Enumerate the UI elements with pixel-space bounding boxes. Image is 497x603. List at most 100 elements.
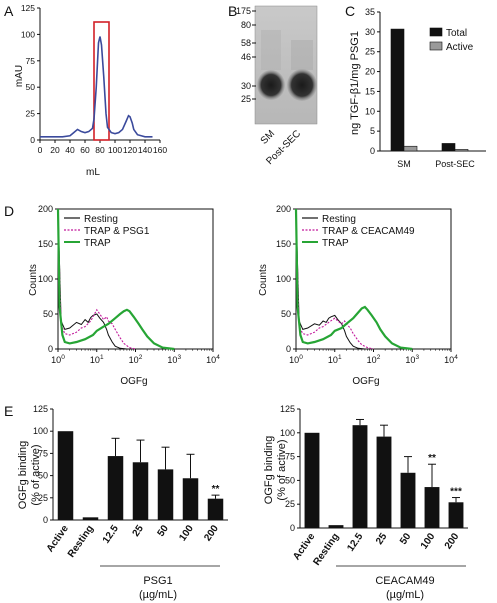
- panel-d-left-x-tick-label: 102: [129, 354, 143, 365]
- panel-e-left-y-tick-label: 50: [38, 471, 48, 481]
- panel-e-right-bar: [352, 425, 368, 528]
- gel-marker-label: 175: [236, 6, 251, 16]
- panel-d-right-series-0: [295, 208, 365, 350]
- panel-c-bar-active: [454, 149, 469, 152]
- panel-e-right-bar: [328, 525, 344, 528]
- panel-c-legend-swatch: [429, 27, 443, 37]
- panel-e-left-ylabel-line1: OGFg binding: [17, 441, 29, 509]
- panel-e-right-y-tick-label: 75: [285, 452, 295, 462]
- panel-e-right-category-label: 200: [443, 531, 462, 551]
- panel-d-left-y-tick-label: 0: [48, 344, 53, 354]
- panel-d-left-legend-label: TRAP & PSG1: [84, 226, 150, 237]
- panel-e-left-significance: **: [212, 484, 220, 495]
- panel-a-x-tick-label: 0: [38, 145, 43, 155]
- panel-d-left-series-0: [57, 208, 127, 350]
- panel-d-right-y-tick-label: 0: [286, 344, 291, 354]
- panel-e-left-bar: [207, 498, 224, 520]
- panel-d-right-x-tick-label: 104: [444, 354, 458, 365]
- gel-marker-label: 25: [241, 94, 251, 104]
- panel-e-right-y-tick-label: 0: [290, 523, 295, 533]
- panel-e-right-bar: [424, 487, 440, 528]
- panel-d-left-y-tick-label: 100: [38, 274, 53, 284]
- panel-e-right-group-label: CEACAM49: [375, 575, 434, 587]
- gel-band-sm: [257, 70, 285, 100]
- panel-d-right-series-2: [294, 208, 413, 351]
- panel-e-left-category-label: 200: [202, 523, 221, 543]
- panel-c-legend-label: Active: [446, 42, 474, 53]
- panel-e-right-ylabel-line1: OGFg binding: [263, 436, 275, 504]
- panel-c-y-tick-label: 20: [365, 67, 375, 77]
- panel-d-right-y-tick-label: 150: [276, 239, 291, 249]
- panel-d-right-y-tick-label: 200: [276, 204, 291, 214]
- panel-e-left-category-label: 12.5: [101, 523, 121, 546]
- panel-d-left-x-tick-label: 103: [167, 354, 181, 365]
- gel-image: [254, 5, 318, 125]
- panel-e-left-y-tick-label: 75: [38, 448, 48, 458]
- panel-a-x-tick-label: 60: [80, 145, 90, 155]
- panel-a-x-tick-label: 40: [65, 145, 75, 155]
- panel-d-right-y-tick-label: 50: [281, 309, 291, 319]
- panel-d-left-series-1: [57, 212, 136, 350]
- gel-marker-label: 46: [241, 52, 251, 62]
- gel-smear-post-sec: [291, 40, 313, 70]
- panel-d-left-y-tick-label: 200: [38, 204, 53, 214]
- panel-c-bar-total: [441, 143, 456, 152]
- panel-c-y-tick-label: 5: [370, 126, 375, 136]
- panel-e-right-group-unit: (µg/mL): [386, 589, 424, 601]
- panel-d-right-xlabel: OGFg: [352, 376, 379, 387]
- panel-letter-c: C: [345, 3, 355, 19]
- panel-e-left-category-label: Resting: [66, 523, 96, 559]
- panel-e-right-y-tick-label: 100: [280, 428, 295, 438]
- panel-d-left-legend-label: Resting: [84, 214, 118, 225]
- panel-e-right-category-label: 100: [419, 531, 438, 551]
- panel-a-x-tick-label: 100: [108, 145, 122, 155]
- panel-e-left-category-label: 100: [177, 523, 196, 543]
- panel-e-right-significance: **: [428, 453, 436, 464]
- panel-e-left-bar: [57, 431, 74, 520]
- panel-d-right-x-tick-label: 102: [367, 354, 381, 365]
- gel-band-post-sec: [287, 69, 317, 101]
- panel-c-ylabel: ng TGF-β1/mg PSG1: [349, 31, 361, 135]
- panel-e-left-ylabel-line2: (% of active): [30, 444, 42, 505]
- panel-c-y-tick-label: 10: [365, 106, 375, 116]
- panel-d-right-x-tick-label: 101: [328, 354, 342, 365]
- panel-e-left-y-tick-label: 0: [43, 515, 48, 525]
- panel-e-left-category-label: 25: [131, 523, 147, 539]
- gel-lane-label: SM: [259, 128, 277, 146]
- panel-a-ylabel: mAU: [14, 65, 25, 87]
- panel-a-x-tick-label: 120: [123, 145, 137, 155]
- panel-letter-a: A: [4, 3, 14, 19]
- panel-e-right-bar: [448, 502, 464, 528]
- panel-c-legend-swatch: [429, 41, 443, 51]
- panel-e-right-category-label: 25: [374, 531, 390, 547]
- panel-e-left-y-tick-label: 25: [38, 493, 48, 503]
- panel-d-right-x-tick-label: 103: [405, 354, 419, 365]
- panel-letter-d: D: [4, 203, 14, 219]
- panel-e-left-y-tick-label: 125: [33, 404, 48, 414]
- panel-e-right-y-tick-label: 25: [285, 499, 295, 509]
- panel-c-y-tick-label: 30: [365, 27, 375, 37]
- panel-e-right-bar: [376, 436, 392, 528]
- panel-a-trace: [40, 36, 153, 138]
- panel-a-x-tick-label: 20: [50, 145, 60, 155]
- panel-e-right-bar: [400, 472, 416, 528]
- panel-c-y-tick-label: 35: [365, 7, 375, 17]
- gel-smear-sm: [261, 30, 281, 70]
- panel-e-left-bar: [107, 456, 124, 520]
- panel-d-left-x-tick-label: 104: [206, 354, 220, 365]
- panel-letter-b: B: [228, 3, 237, 19]
- panel-e-left-group-unit: (µg/mL): [139, 589, 177, 601]
- panel-d-left-legend-label: TRAP: [84, 238, 111, 249]
- panel-c-category-label: SM: [397, 159, 411, 169]
- panel-e-right-ylabel-line2: (% of active): [276, 439, 288, 500]
- panel-d-left-xlabel: OGFg: [120, 376, 147, 387]
- panel-e-right-category-label: 12.5: [345, 531, 365, 554]
- panel-d-right-ylabel: Counts: [258, 264, 269, 296]
- panel-d-left-y-tick-label: 50: [43, 309, 53, 319]
- panel-d-left-y-tick-label: 150: [38, 239, 53, 249]
- gel-marker-label: 58: [241, 38, 251, 48]
- panel-e-right-y-tick-label: 50: [285, 475, 295, 485]
- panel-d-right-series-1: [295, 212, 374, 350]
